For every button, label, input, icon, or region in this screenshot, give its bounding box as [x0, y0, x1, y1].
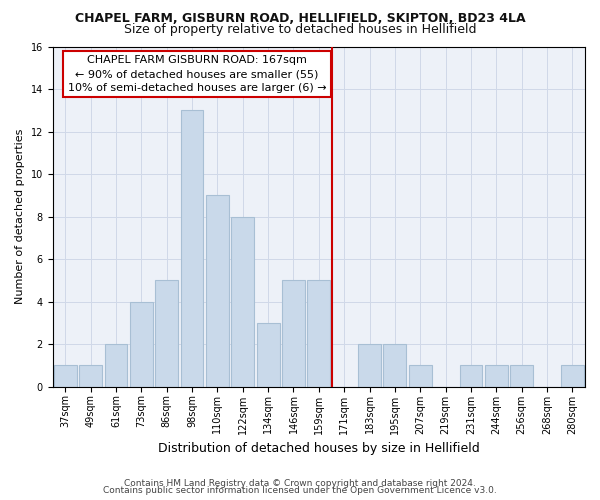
- Bar: [206, 196, 229, 386]
- Bar: [485, 366, 508, 386]
- Text: Size of property relative to detached houses in Hellifield: Size of property relative to detached ho…: [124, 22, 476, 36]
- Bar: [232, 216, 254, 386]
- Bar: [510, 366, 533, 386]
- Bar: [460, 366, 482, 386]
- Bar: [54, 366, 77, 386]
- Bar: [79, 366, 102, 386]
- Bar: [358, 344, 381, 387]
- Text: Contains HM Land Registry data © Crown copyright and database right 2024.: Contains HM Land Registry data © Crown c…: [124, 478, 476, 488]
- Text: CHAPEL FARM, GISBURN ROAD, HELLIFIELD, SKIPTON, BD23 4LA: CHAPEL FARM, GISBURN ROAD, HELLIFIELD, S…: [74, 12, 526, 26]
- Bar: [155, 280, 178, 386]
- Y-axis label: Number of detached properties: Number of detached properties: [15, 129, 25, 304]
- X-axis label: Distribution of detached houses by size in Hellifield: Distribution of detached houses by size …: [158, 442, 480, 455]
- Bar: [130, 302, 153, 386]
- Bar: [257, 323, 280, 386]
- Bar: [409, 366, 431, 386]
- Bar: [307, 280, 330, 386]
- Text: CHAPEL FARM GISBURN ROAD: 167sqm
← 90% of detached houses are smaller (55)
10% o: CHAPEL FARM GISBURN ROAD: 167sqm ← 90% o…: [68, 55, 326, 93]
- Bar: [181, 110, 203, 386]
- Bar: [104, 344, 127, 387]
- Bar: [561, 366, 584, 386]
- Bar: [282, 280, 305, 386]
- Bar: [383, 344, 406, 387]
- Text: Contains public sector information licensed under the Open Government Licence v3: Contains public sector information licen…: [103, 486, 497, 495]
